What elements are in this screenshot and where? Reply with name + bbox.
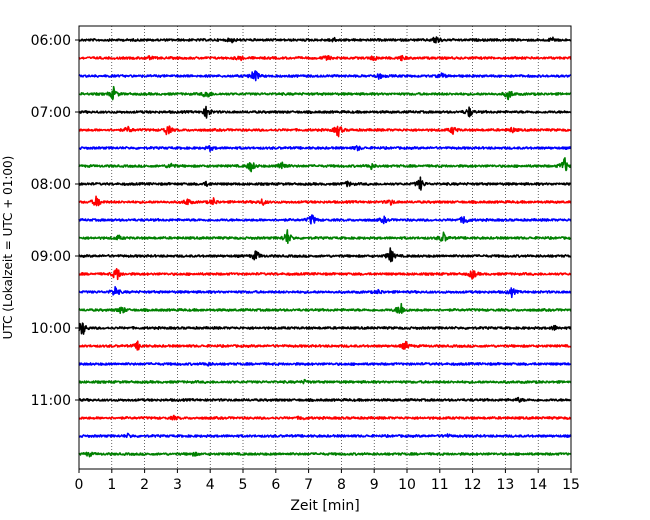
y-tick-label: 06:00 xyxy=(31,33,71,49)
seismic-trace xyxy=(78,125,572,138)
seismic-trace xyxy=(78,361,572,367)
seismic-trace xyxy=(78,145,572,153)
x-tick-label: 4 xyxy=(206,477,215,493)
seismic-trace xyxy=(78,268,572,281)
x-tick-label: 5 xyxy=(239,477,248,493)
seismic-trace xyxy=(78,214,572,225)
x-tick-label: 14 xyxy=(529,477,547,493)
x-tick-label: 8 xyxy=(337,477,346,493)
seismic-trace xyxy=(78,36,572,44)
x-tick-label: 11 xyxy=(431,477,449,493)
y-tick-label: 10:00 xyxy=(31,321,71,337)
seismic-trace xyxy=(78,378,572,385)
y-tick-label: 08:00 xyxy=(31,177,71,193)
seismic-trace xyxy=(78,54,572,62)
seismic-trace xyxy=(78,85,572,101)
seismic-traces xyxy=(78,36,572,458)
seismic-trace xyxy=(78,229,572,245)
x-tick-label: 0 xyxy=(75,477,84,493)
minute-gridlines xyxy=(78,26,572,469)
x-tick-label: 10 xyxy=(398,477,416,493)
y-axis-ticks: 06:00 07:00 08:00 09:00 10:00 11:00 xyxy=(31,33,79,409)
seismic-trace xyxy=(78,322,572,335)
y-tick-label: 09:00 xyxy=(31,249,71,265)
seismic-trace xyxy=(78,432,572,439)
seismic-trace xyxy=(78,340,572,351)
x-tick-label: 6 xyxy=(271,477,280,493)
seismic-trace xyxy=(78,302,572,315)
x-tick-label: 7 xyxy=(304,477,313,493)
seismic-trace xyxy=(78,195,572,207)
x-tick-label: 3 xyxy=(173,477,182,493)
x-tick-label: 2 xyxy=(140,477,149,493)
seismic-trace xyxy=(78,105,572,119)
y-tick-label: 11:00 xyxy=(31,393,71,409)
seismic-trace xyxy=(78,396,572,403)
x-tick-label: 15 xyxy=(562,477,580,493)
x-axis-label: Zeit [min] xyxy=(290,498,359,514)
seismic-trace xyxy=(78,451,572,458)
seismic-trace xyxy=(78,285,572,299)
seismic-trace xyxy=(78,157,572,173)
x-tick-label: 1 xyxy=(107,477,116,493)
y-axis-label: UTC (Lokalzeit = UTC + 01:00) xyxy=(1,156,15,340)
x-axis-ticks: 0 1 2 3 4 5 6 7 8 9 10 11 12 13 14 15 xyxy=(75,469,580,493)
x-tick-label: 13 xyxy=(496,477,514,493)
x-tick-label: 9 xyxy=(370,477,379,493)
seismic-trace xyxy=(78,176,572,191)
plot-frame xyxy=(78,25,572,470)
seismic-trace xyxy=(78,247,572,263)
seismic-trace xyxy=(78,414,572,421)
x-tick-label: 12 xyxy=(464,477,482,493)
seismic-trace xyxy=(78,70,572,82)
y-tick-label: 07:00 xyxy=(31,105,71,121)
